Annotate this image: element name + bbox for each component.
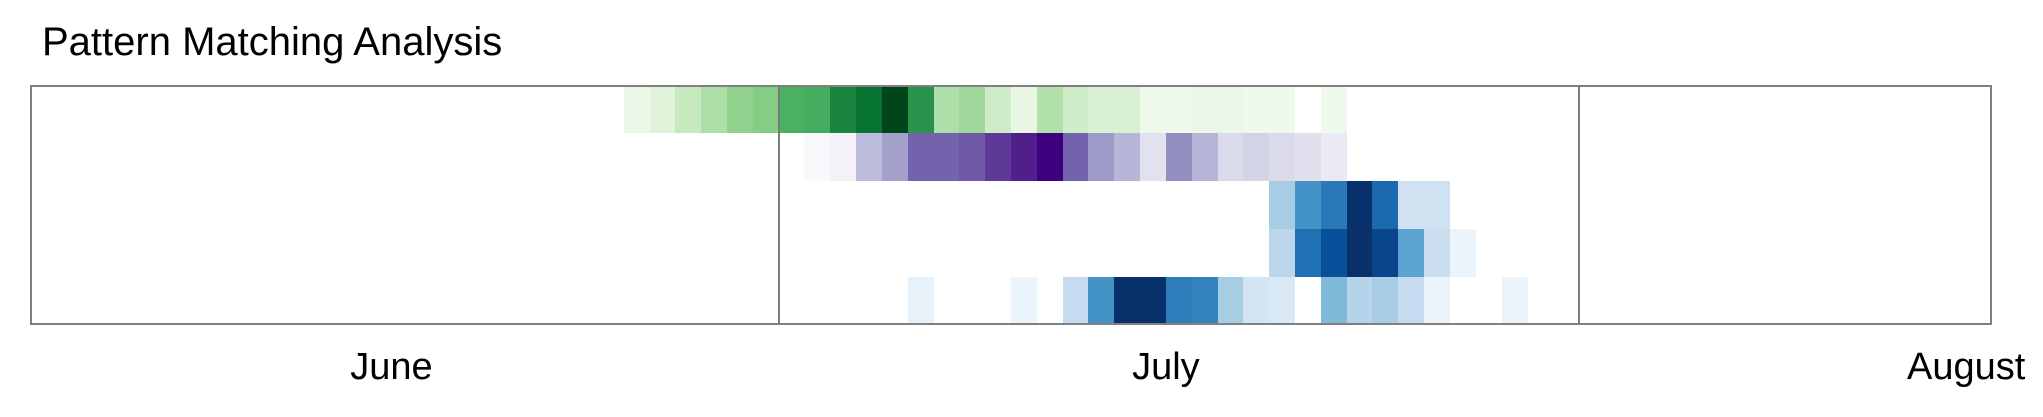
heatmap-cell xyxy=(1011,133,1037,181)
heatmap-cell xyxy=(856,133,883,181)
heatmap-cell xyxy=(778,85,805,133)
heatmap-cell xyxy=(1062,277,1089,325)
heatmap-cell xyxy=(1165,85,1192,133)
heatmap-cell xyxy=(1036,133,1063,181)
heatmap-cell xyxy=(1165,133,1192,181)
heatmap-cell xyxy=(1036,85,1063,133)
heatmap-cell xyxy=(1191,85,1218,133)
heatmap-cell xyxy=(1398,277,1425,325)
heatmap-cell xyxy=(1269,85,1296,133)
heatmap-cell xyxy=(804,85,831,133)
heatmap-cell xyxy=(1088,277,1115,325)
chart-title: Pattern Matching Analysis xyxy=(42,20,503,64)
heatmap-cell xyxy=(1294,133,1321,181)
heatmap-cell xyxy=(1165,277,1192,325)
heatmap-cell xyxy=(1346,181,1373,229)
heatmap-cell xyxy=(1372,229,1399,277)
heatmap-cell xyxy=(1062,85,1089,133)
heatmap-cell xyxy=(1114,85,1141,133)
heatmap-cell xyxy=(701,85,728,133)
x-tick-label: July xyxy=(1132,346,1200,388)
heatmap-cell xyxy=(1140,85,1167,133)
heatmap-cell xyxy=(1424,181,1451,229)
heatmap-cell xyxy=(727,85,754,133)
heatmap-cell xyxy=(959,85,986,133)
heatmap-cell xyxy=(1243,133,1270,181)
month-boundary-line xyxy=(777,85,780,325)
heatmap-cell xyxy=(830,85,857,133)
heatmap-cell xyxy=(804,133,831,181)
heatmap-cell xyxy=(985,85,1012,133)
heatmap-cell xyxy=(1011,277,1037,325)
heatmap-cell xyxy=(933,133,960,181)
heatmap-cell xyxy=(1140,277,1167,325)
heatmap-cell xyxy=(881,133,908,181)
heatmap-cell xyxy=(623,85,650,133)
x-tick-label: June xyxy=(350,346,433,388)
heatmap-cell xyxy=(1449,229,1476,277)
heatmap-cell xyxy=(1088,85,1115,133)
heatmap-cell xyxy=(959,133,986,181)
heatmap-cell xyxy=(1243,85,1270,133)
heatmap-cell xyxy=(1501,277,1528,325)
heatmap-cell xyxy=(1269,229,1296,277)
heatmap-cell xyxy=(1372,181,1399,229)
heatmap-cell xyxy=(1320,181,1347,229)
heatmap-cell xyxy=(856,85,883,133)
heatmap-cell xyxy=(1217,85,1244,133)
heatmap-cell xyxy=(1398,181,1425,229)
heatmap-cell xyxy=(1140,133,1167,181)
month-boundary-line xyxy=(1577,85,1580,325)
heatmap-cell xyxy=(830,133,857,181)
heatmap-cell xyxy=(1088,133,1115,181)
heatmap-cell xyxy=(1320,277,1347,325)
heatmap-cell xyxy=(752,85,779,133)
heatmap-cell xyxy=(1294,229,1321,277)
heatmap-cell xyxy=(907,85,934,133)
heatmap-cell xyxy=(1191,133,1218,181)
heatmap-cell xyxy=(985,133,1012,181)
heatmap-cell xyxy=(1269,277,1296,325)
heatmap-cell xyxy=(1114,133,1141,181)
heatmap-cell xyxy=(1217,133,1244,181)
heatmap-cell xyxy=(1424,277,1451,325)
heatmap-cell xyxy=(1011,85,1037,133)
heatmap-cell xyxy=(933,85,960,133)
heatmap-cell xyxy=(1320,85,1347,133)
heatmap-cell xyxy=(1243,277,1270,325)
heatmap-cell xyxy=(1320,133,1347,181)
heatmap-cell xyxy=(675,85,702,133)
heatmap-cell xyxy=(1191,277,1218,325)
heatmap-cell xyxy=(1269,181,1296,229)
heatmap-cell xyxy=(881,85,908,133)
heatmap-cell xyxy=(1269,133,1296,181)
heatmap-cell xyxy=(1398,229,1425,277)
x-tick-label: August xyxy=(1907,346,2026,388)
heatmap-cell xyxy=(907,133,934,181)
heatmap-cell xyxy=(1320,229,1347,277)
heatmap-cell xyxy=(907,277,934,325)
heatmap-cell xyxy=(1062,133,1089,181)
heatmap-cell xyxy=(1217,277,1244,325)
heatmap-cell xyxy=(649,85,676,133)
heatmap-cell xyxy=(1424,229,1451,277)
heatmap-cell xyxy=(1346,229,1373,277)
heatmap-cell xyxy=(1114,277,1141,325)
heatmap-cell xyxy=(1294,181,1321,229)
heatmap-cell xyxy=(1372,277,1399,325)
heatmap-cell xyxy=(1346,277,1373,325)
